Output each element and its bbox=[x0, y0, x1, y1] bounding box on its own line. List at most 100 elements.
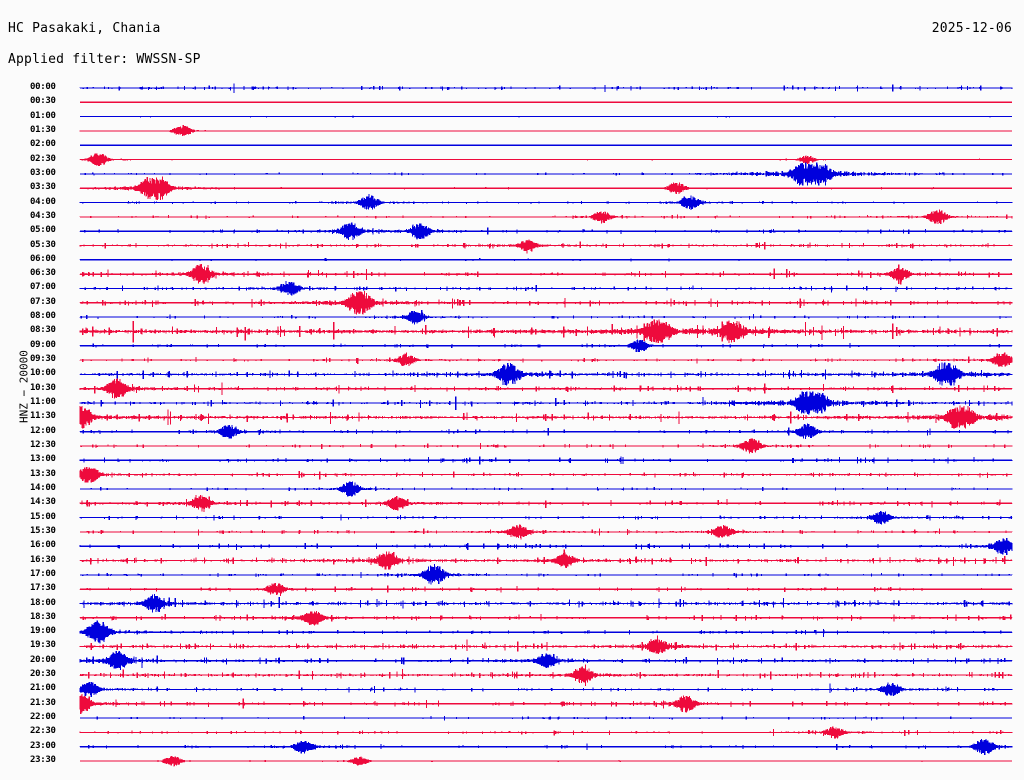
seismic-trace bbox=[79, 194, 1013, 210]
seismic-trace bbox=[79, 538, 1013, 555]
time-label: 17:30 bbox=[30, 583, 56, 594]
seismic-trace bbox=[79, 153, 1012, 167]
seismic-trace bbox=[79, 664, 1013, 686]
seismic-trace bbox=[79, 594, 1013, 613]
seismic-trace bbox=[79, 291, 1013, 315]
seismic-trace bbox=[79, 650, 1013, 671]
time-label: 15:00 bbox=[30, 511, 56, 522]
seismic-trace bbox=[79, 209, 1013, 225]
time-label: 11:00 bbox=[30, 397, 56, 408]
seismic-trace bbox=[79, 124, 1012, 137]
seismic-trace bbox=[79, 83, 1013, 94]
seismic-trace bbox=[80, 162, 1012, 186]
time-label: 18:30 bbox=[30, 611, 56, 622]
applied-filter-label: Applied filter: WWSSN-SP bbox=[8, 52, 201, 67]
time-label: 10:30 bbox=[30, 382, 56, 393]
seismic-trace bbox=[80, 101, 1012, 104]
seismic-trace bbox=[79, 456, 1013, 465]
time-label: 22:00 bbox=[30, 712, 56, 723]
time-label: 00:00 bbox=[30, 82, 56, 92]
time-label: 23:30 bbox=[30, 755, 56, 766]
time-label: 03:00 bbox=[30, 167, 56, 178]
time-label: 09:30 bbox=[30, 354, 56, 365]
seismic-trace bbox=[79, 510, 1013, 525]
seismic-trace bbox=[79, 726, 1013, 739]
seismic-trace bbox=[79, 620, 1013, 644]
time-label: 04:30 bbox=[30, 210, 56, 221]
time-label: 08:30 bbox=[30, 325, 56, 336]
time-label: 05:00 bbox=[30, 225, 56, 236]
time-label: 13:00 bbox=[30, 454, 56, 465]
time-label: 16:00 bbox=[30, 540, 56, 551]
time-label: 14:30 bbox=[30, 497, 56, 508]
seismic-trace bbox=[79, 176, 1012, 200]
seismic-trace bbox=[79, 405, 1013, 430]
seismic-trace bbox=[79, 391, 1013, 415]
time-label: 06:30 bbox=[30, 268, 56, 279]
time-label: 00:30 bbox=[30, 96, 56, 107]
seismic-trace bbox=[79, 319, 1013, 344]
time-label: 15:30 bbox=[30, 525, 56, 536]
seismic-trace bbox=[79, 524, 1013, 540]
time-label: 19:00 bbox=[30, 626, 56, 637]
seismic-trace bbox=[80, 563, 1013, 585]
seismic-trace bbox=[79, 339, 1013, 353]
time-label: 13:30 bbox=[30, 468, 56, 479]
time-label: 21:30 bbox=[30, 697, 56, 708]
seismic-trace bbox=[79, 466, 1013, 483]
time-label: 03:30 bbox=[30, 182, 56, 193]
page-title: HC Pasakaki, Chania bbox=[8, 21, 161, 36]
time-label: 20:00 bbox=[30, 654, 56, 665]
seismic-trace bbox=[79, 362, 1013, 386]
time-label: 02:30 bbox=[30, 153, 56, 164]
seismic-trace bbox=[79, 611, 1013, 626]
time-label: 23:00 bbox=[30, 740, 56, 751]
seismic-trace bbox=[79, 481, 1013, 497]
time-label: 09:00 bbox=[30, 339, 56, 350]
seismic-trace bbox=[79, 438, 1013, 454]
seismic-trace bbox=[79, 239, 1013, 254]
time-label: 01:00 bbox=[30, 110, 56, 121]
time-label: 05:30 bbox=[30, 239, 56, 250]
seismic-trace bbox=[80, 115, 1012, 118]
time-label: 16:30 bbox=[30, 554, 56, 565]
seismic-trace bbox=[79, 549, 1013, 570]
time-label: 22:30 bbox=[30, 726, 56, 737]
time-label: 12:00 bbox=[30, 425, 56, 436]
seismic-trace bbox=[79, 582, 1013, 597]
time-label: 02:00 bbox=[30, 139, 56, 150]
seismic-trace bbox=[79, 635, 1013, 655]
date-label: 2025-12-06 bbox=[931, 21, 1012, 36]
time-label: 12:30 bbox=[30, 440, 56, 450]
seismic-trace bbox=[79, 258, 1012, 262]
seismic-trace bbox=[79, 310, 1012, 325]
time-label: 11:30 bbox=[30, 411, 56, 422]
time-label: 07:00 bbox=[30, 282, 56, 293]
seismic-trace bbox=[79, 352, 1013, 368]
time-label: 07:30 bbox=[30, 296, 56, 307]
time-label: 04:00 bbox=[30, 196, 56, 207]
seismic-trace bbox=[80, 144, 1012, 146]
seismic-trace bbox=[79, 222, 1013, 241]
time-label: 08:00 bbox=[30, 311, 56, 322]
seismic-trace bbox=[79, 682, 1013, 698]
time-label: 01:30 bbox=[30, 124, 56, 135]
time-label: 18:00 bbox=[30, 597, 56, 608]
seismic-trace bbox=[79, 423, 1013, 440]
seismic-trace bbox=[80, 755, 1012, 767]
time-label: 17:00 bbox=[30, 568, 56, 579]
seismic-trace bbox=[79, 263, 1013, 285]
seismic-trace bbox=[79, 281, 1013, 296]
time-label: 14:00 bbox=[30, 482, 56, 493]
seismic-trace bbox=[79, 494, 1013, 513]
seismic-trace bbox=[80, 715, 1012, 721]
seismic-trace bbox=[79, 693, 1013, 714]
time-label: 06:00 bbox=[30, 253, 56, 264]
time-label: 21:00 bbox=[30, 683, 56, 694]
time-label: 10:00 bbox=[30, 368, 56, 379]
seismic-trace bbox=[79, 378, 1013, 399]
time-label: 19:30 bbox=[30, 640, 56, 651]
